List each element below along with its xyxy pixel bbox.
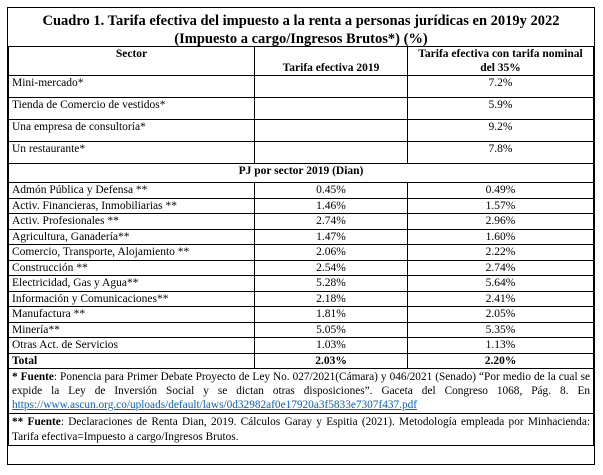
- table-row: Minería** 5.05% 5.35%: [8, 321, 594, 338]
- sector-cell: Comercio, Transporte, Alojamiento **: [8, 244, 255, 261]
- sector-cell: Tienda de Comercio de vestidos*: [8, 97, 255, 120]
- nominal-cell: 1.13%: [407, 337, 594, 354]
- nominal-cell: 7.2%: [407, 75, 594, 98]
- nominal-cell: 1.60%: [407, 228, 594, 245]
- examples-body: Mini-mercado* 7.2% Tienda de Comercio de v…: [8, 75, 594, 164]
- te2019-cell: 2.18%: [254, 290, 408, 307]
- te2019-cell: 1.46%: [254, 197, 408, 214]
- header-tarifa-nominal-line2: del 35%: [480, 62, 521, 74]
- nominal-cell: 2.41%: [407, 290, 594, 307]
- nominal-cell: 0.49%: [407, 182, 594, 199]
- table-row: Construcción ** 2.54% 2.74%: [8, 259, 594, 276]
- tax-rate-table: Sector Tarifa efectiva 2019 Tarifa efect…: [8, 46, 594, 446]
- sector-cell: Otras Act. de Servicios: [8, 337, 255, 354]
- title-line-1: Cuadro 1. Tarifa efectiva del impuesto a…: [42, 13, 560, 29]
- nominal-cell: 5.64%: [407, 275, 594, 292]
- header-tarifa-efectiva: Tarifa efectiva 2019: [254, 46, 408, 76]
- nominal-cell: 2.96%: [407, 213, 594, 230]
- note-2: ** Fuente: Declaraciones de Renta Dian, …: [8, 413, 594, 446]
- te2019-cell: [254, 75, 408, 98]
- sector-cell: Agricultura, Ganadería**: [8, 228, 255, 245]
- te2019-cell: [254, 97, 408, 120]
- table-row: Admón Pública y Defensa ** 0.45% 0.49%: [8, 182, 594, 199]
- sector-cell: Electricidad, Gas y Agua**: [8, 275, 255, 292]
- table-row: Agricultura, Ganadería** 1.47% 1.60%: [8, 228, 594, 245]
- sector-cell: Una empresa de consultoría*: [8, 119, 255, 142]
- sector-cell: Mini-mercado*: [8, 75, 255, 98]
- sector-cell: Un restaurante*: [8, 141, 255, 164]
- nominal-cell: 5.35%: [407, 321, 594, 338]
- note-1-label: * Fuente: [12, 370, 54, 383]
- total-label: Total: [8, 352, 255, 369]
- nominal-cell: 2.74%: [407, 259, 594, 276]
- te2019-cell: 1.47%: [254, 228, 408, 245]
- nominal-cell: 7.8%: [407, 141, 594, 164]
- note-1-row: * Fuente: Ponencia para Primer Debate Pr…: [8, 367, 594, 415]
- sector-cell: Minería**: [8, 321, 255, 338]
- nominal-cell: 2.22%: [407, 244, 594, 261]
- table-row: Mini-mercado* 7.2%: [8, 75, 594, 98]
- sector-cell: Información y Comunicaciones**: [8, 290, 255, 307]
- note-1-text: : Ponencia para Primer Debate Proyecto d…: [12, 370, 590, 397]
- table-title: Cuadro 1. Tarifa efectiva del impuesto a…: [8, 8, 594, 47]
- header-sector: Sector: [8, 46, 255, 76]
- te2019-cell: 5.05%: [254, 321, 408, 338]
- te2019-cell: [254, 119, 408, 142]
- sector-cell: Activ. Financieras, Inmobiliarias **: [8, 197, 255, 214]
- table-figure: Cuadro 1. Tarifa efectiva del impuesto a…: [7, 7, 595, 465]
- header-row: Sector Tarifa efectiva 2019 Tarifa efect…: [8, 46, 594, 76]
- nominal-cell: 2.05%: [407, 306, 594, 323]
- pj-header: PJ por sector 2019 (Dian): [8, 163, 594, 183]
- title-line-2: (Impuesto a cargo/Ingresos Brutos*) (%): [174, 31, 428, 47]
- te2019-cell: [254, 141, 408, 164]
- table-row: Electricidad, Gas y Agua** 5.28% 5.64%: [8, 275, 594, 292]
- sectors-body: Admón Pública y Defensa ** 0.45% 0.49% Acti…: [8, 182, 594, 354]
- sector-cell: Admón Pública y Defensa **: [8, 182, 255, 199]
- te2019-cell: 2.54%: [254, 259, 408, 276]
- nominal-cell: 5.9%: [407, 97, 594, 120]
- header-tarifa-nominal-line1: Tarifa efectiva con tarifa nominal: [418, 48, 583, 60]
- te2019-cell: 0.45%: [254, 182, 408, 199]
- te2019-cell: 5.28%: [254, 275, 408, 292]
- total-te2019: 2.03%: [254, 352, 408, 369]
- table-row: Tienda de Comercio de vestidos* 5.9%: [8, 97, 594, 120]
- te2019-cell: 2.06%: [254, 244, 408, 261]
- table-row: Manufactura ** 1.81% 2.05%: [8, 306, 594, 323]
- table-row: Activ. Profesionales ** 2.74% 2.96%: [8, 213, 594, 230]
- nominal-cell: 9.2%: [407, 119, 594, 142]
- pj-header-row: PJ por sector 2019 (Dian): [8, 163, 594, 183]
- sector-cell: Manufactura **: [8, 306, 255, 323]
- note-2-text: : Declaraciones de Renta Dian, 2019. Cál…: [12, 416, 590, 443]
- nominal-cell: 1.57%: [407, 197, 594, 214]
- table-row: Otras Act. de Servicios 1.03% 1.13%: [8, 337, 594, 354]
- table-row: Activ. Financieras, Inmobiliarias ** 1.46…: [8, 197, 594, 214]
- header-tarifa-nominal: Tarifa efectiva con tarifa nominal del 3…: [407, 46, 594, 76]
- source-link[interactable]: https://www.ascun.org.co/uploads/default…: [12, 399, 418, 412]
- table-row: Comercio, Transporte, Alojamiento ** 2.06…: [8, 244, 594, 261]
- table-row: Información y Comunicaciones** 2.18% 2.41%: [8, 290, 594, 307]
- note-2-label: ** Fuente: [12, 416, 61, 429]
- table-row: Una empresa de consultoría* 9.2%: [8, 119, 594, 142]
- note-1: * Fuente: Ponencia para Primer Debate Pr…: [8, 367, 594, 415]
- te2019-cell: 1.03%: [254, 337, 408, 354]
- total-row: Total 2.03% 2.20%: [8, 352, 594, 369]
- total-nominal: 2.20%: [407, 352, 594, 369]
- sector-cell: Construcción **: [8, 259, 255, 276]
- table-row: Un restaurante* 7.8%: [8, 141, 594, 164]
- note-2-row: ** Fuente: Declaraciones de Renta Dian, …: [8, 413, 594, 446]
- te2019-cell: 2.74%: [254, 213, 408, 230]
- te2019-cell: 1.81%: [254, 306, 408, 323]
- sector-cell: Activ. Profesionales **: [8, 213, 255, 230]
